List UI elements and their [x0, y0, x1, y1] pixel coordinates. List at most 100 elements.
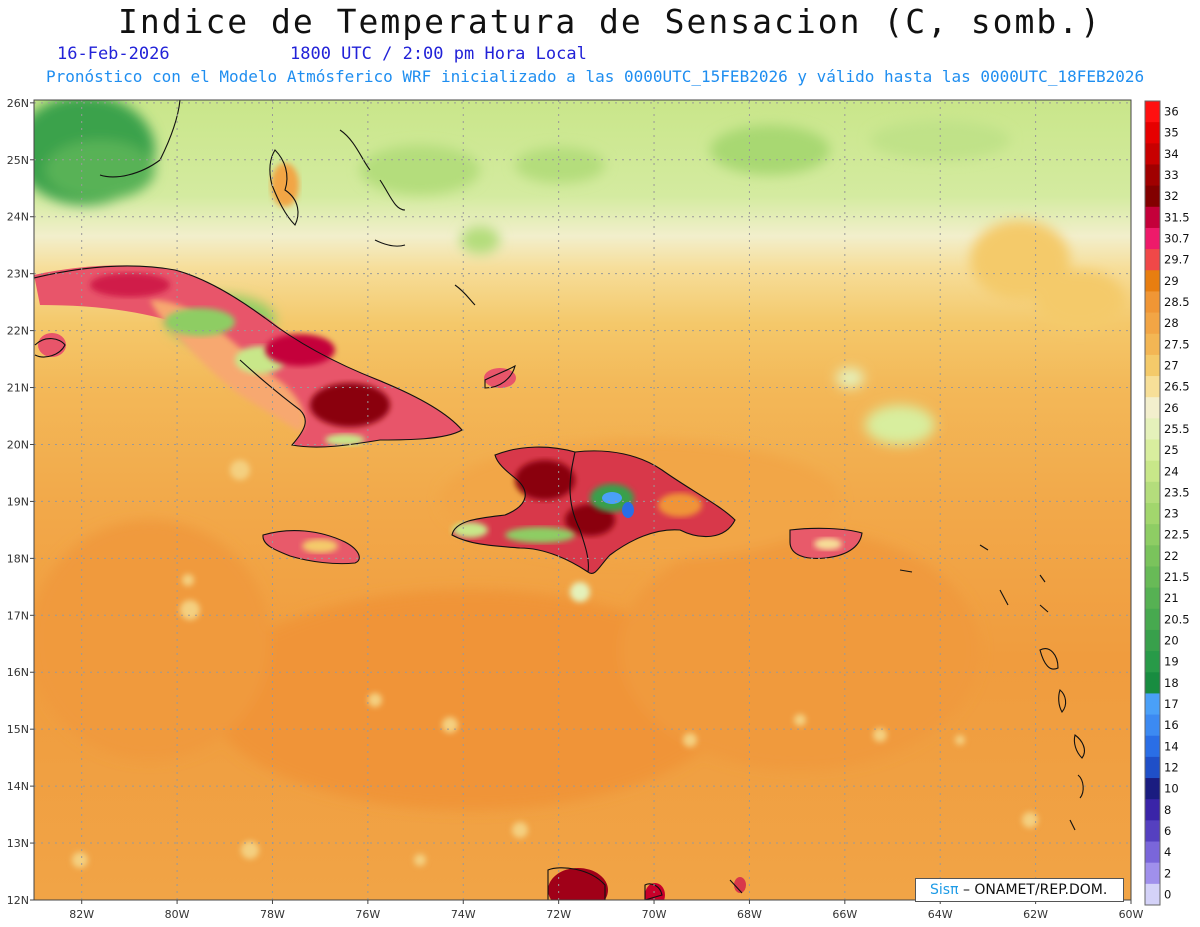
colorbar-label: 27.5: [1164, 337, 1190, 351]
cuba-heat: [34, 265, 462, 448]
lat-label: 20N: [7, 438, 29, 451]
colorbar-swatch: [1145, 841, 1160, 864]
lat-label: 25N: [7, 154, 29, 167]
colorbar-swatch: [1145, 545, 1160, 567]
jamaica-heat: [262, 530, 360, 564]
colorbar-label: 34: [1164, 147, 1179, 161]
colorbar-swatch: [1145, 418, 1160, 441]
colorbar-swatch: [1145, 376, 1160, 398]
colorbar-label: 25: [1164, 443, 1179, 457]
colorbar-swatch: [1145, 354, 1160, 377]
colorbar-label: 35: [1164, 126, 1179, 140]
venezuela-hot-spot: [548, 868, 608, 900]
colorbar-label: 6: [1164, 824, 1171, 838]
colorbar-swatch: [1145, 587, 1160, 610]
colorbar-swatch: [1145, 862, 1160, 885]
colorbar-label: 23: [1164, 507, 1179, 521]
lon-label: 78W: [260, 908, 285, 921]
lat-label: 24N: [7, 211, 29, 224]
colorbar-frame: [1144, 100, 1161, 906]
colorbar-label: 29.7: [1164, 253, 1190, 267]
colorbar-swatch: [1145, 397, 1160, 419]
lon-label: 64W: [928, 908, 953, 921]
lat-label: 26N: [7, 97, 29, 110]
lon-label: 62W: [1023, 908, 1048, 921]
colorbar-swatch: [1145, 291, 1160, 314]
colorbar-label: 10: [1164, 782, 1179, 796]
colorbar-label: 20: [1164, 634, 1179, 648]
colorbar-label: 17: [1164, 697, 1179, 711]
colorbar-swatch: [1145, 333, 1160, 356]
lon-label: 82W: [69, 908, 94, 921]
lat-label: 17N: [7, 609, 29, 622]
lon-label: 80W: [165, 908, 190, 921]
credit-org: – ONAMET/REP.DOM.: [958, 882, 1108, 898]
lat-label: 23N: [7, 268, 29, 281]
colorbar-swatch: [1145, 672, 1160, 694]
lon-label: 72W: [546, 908, 571, 921]
lat-label: 14N: [7, 780, 29, 793]
colorbar-swatch: [1145, 206, 1160, 229]
colorbar-swatch: [1145, 185, 1160, 208]
colorbar-label: 26.5: [1164, 380, 1190, 394]
colorbar-label: 23.5: [1164, 485, 1190, 499]
colorbar-label: 30.7: [1164, 232, 1190, 246]
colorbar-label: 28: [1164, 316, 1179, 330]
forecast-date: 16-Feb-2026: [57, 44, 170, 64]
colorbar-swatch: [1145, 164, 1160, 187]
colorbar-swatch: [1145, 460, 1160, 483]
latitude-axis: 26N 25N 24N 23N 22N 21N 20N 19N 18N 17N 16N 15N 14N 1…: [7, 97, 34, 907]
colorbar-swatch: [1145, 629, 1160, 652]
lat-label: 12N: [7, 894, 29, 907]
colorbar-label: 26: [1164, 401, 1179, 415]
colorbar-swatch: [1145, 439, 1160, 462]
colorbar-swatch: [1145, 143, 1160, 165]
puerto-rico-heat: [790, 528, 862, 559]
colorbar-label: 29: [1164, 274, 1179, 288]
lat-label: 21N: [7, 382, 29, 395]
lon-label: 66W: [832, 908, 857, 921]
colorbar-label: 4: [1164, 845, 1171, 859]
lon-label: 76W: [355, 908, 380, 921]
lat-label: 18N: [7, 552, 29, 565]
colorbar-label: 21: [1164, 591, 1179, 605]
ocean-speckles: [72, 460, 1038, 868]
colorbar-label: 33: [1164, 168, 1179, 182]
colorbar-label: 20.5: [1164, 612, 1190, 626]
map-title: Indice de Temperatura de Sensacion (C, s…: [117, 2, 1103, 41]
colorbar-swatch: [1145, 312, 1160, 335]
colorbar-label: 18: [1164, 676, 1179, 690]
longitude-axis: 82W 80W 78W 76W 74W 72W 70W 68W 66W 64W 62W 60W: [69, 900, 1144, 921]
colorbar-swatch: [1145, 693, 1160, 716]
colorbar-label: 0: [1164, 887, 1171, 901]
colorbar-label: 31.5: [1164, 210, 1190, 224]
colorbar-label: 25.5: [1164, 422, 1190, 436]
colorbar-swatch: [1145, 270, 1160, 292]
colorbar-label: 8: [1164, 803, 1171, 817]
lat-label: 13N: [7, 837, 29, 850]
colorbar: 363534333231.530.729.72928.52827.52726.5…: [1144, 100, 1190, 906]
colorbar-swatch: [1145, 714, 1160, 737]
colorbar-label: 24: [1164, 464, 1179, 478]
graticule: [34, 100, 1131, 900]
colorbar-swatch: [1145, 249, 1160, 271]
colorbar-swatch: [1145, 735, 1160, 758]
credit-box: Sisπ – ONAMET/REP.DOM.: [915, 878, 1124, 902]
lat-label: 22N: [7, 325, 29, 338]
lon-label: 68W: [737, 908, 762, 921]
lat-label: 19N: [7, 495, 29, 508]
venezuela-hot-spot-3: [734, 877, 746, 893]
forecast-valid-time: 1800 UTC / 2:00 pm Hora Local: [290, 44, 587, 64]
colorbar-label: 22: [1164, 549, 1179, 563]
coastlines: [34, 100, 1085, 900]
colorbar-swatch: [1145, 799, 1160, 821]
colorbar-swatch: [1145, 756, 1160, 779]
lat-label: 16N: [7, 666, 29, 679]
map-frame: [33, 99, 1132, 901]
colorbar-swatch: [1145, 503, 1160, 525]
lon-label: 70W: [642, 908, 667, 921]
lon-label: 60W: [1119, 908, 1144, 921]
colorbar-label: 21.5: [1164, 570, 1190, 584]
colorbar-swatch: [1145, 608, 1160, 631]
